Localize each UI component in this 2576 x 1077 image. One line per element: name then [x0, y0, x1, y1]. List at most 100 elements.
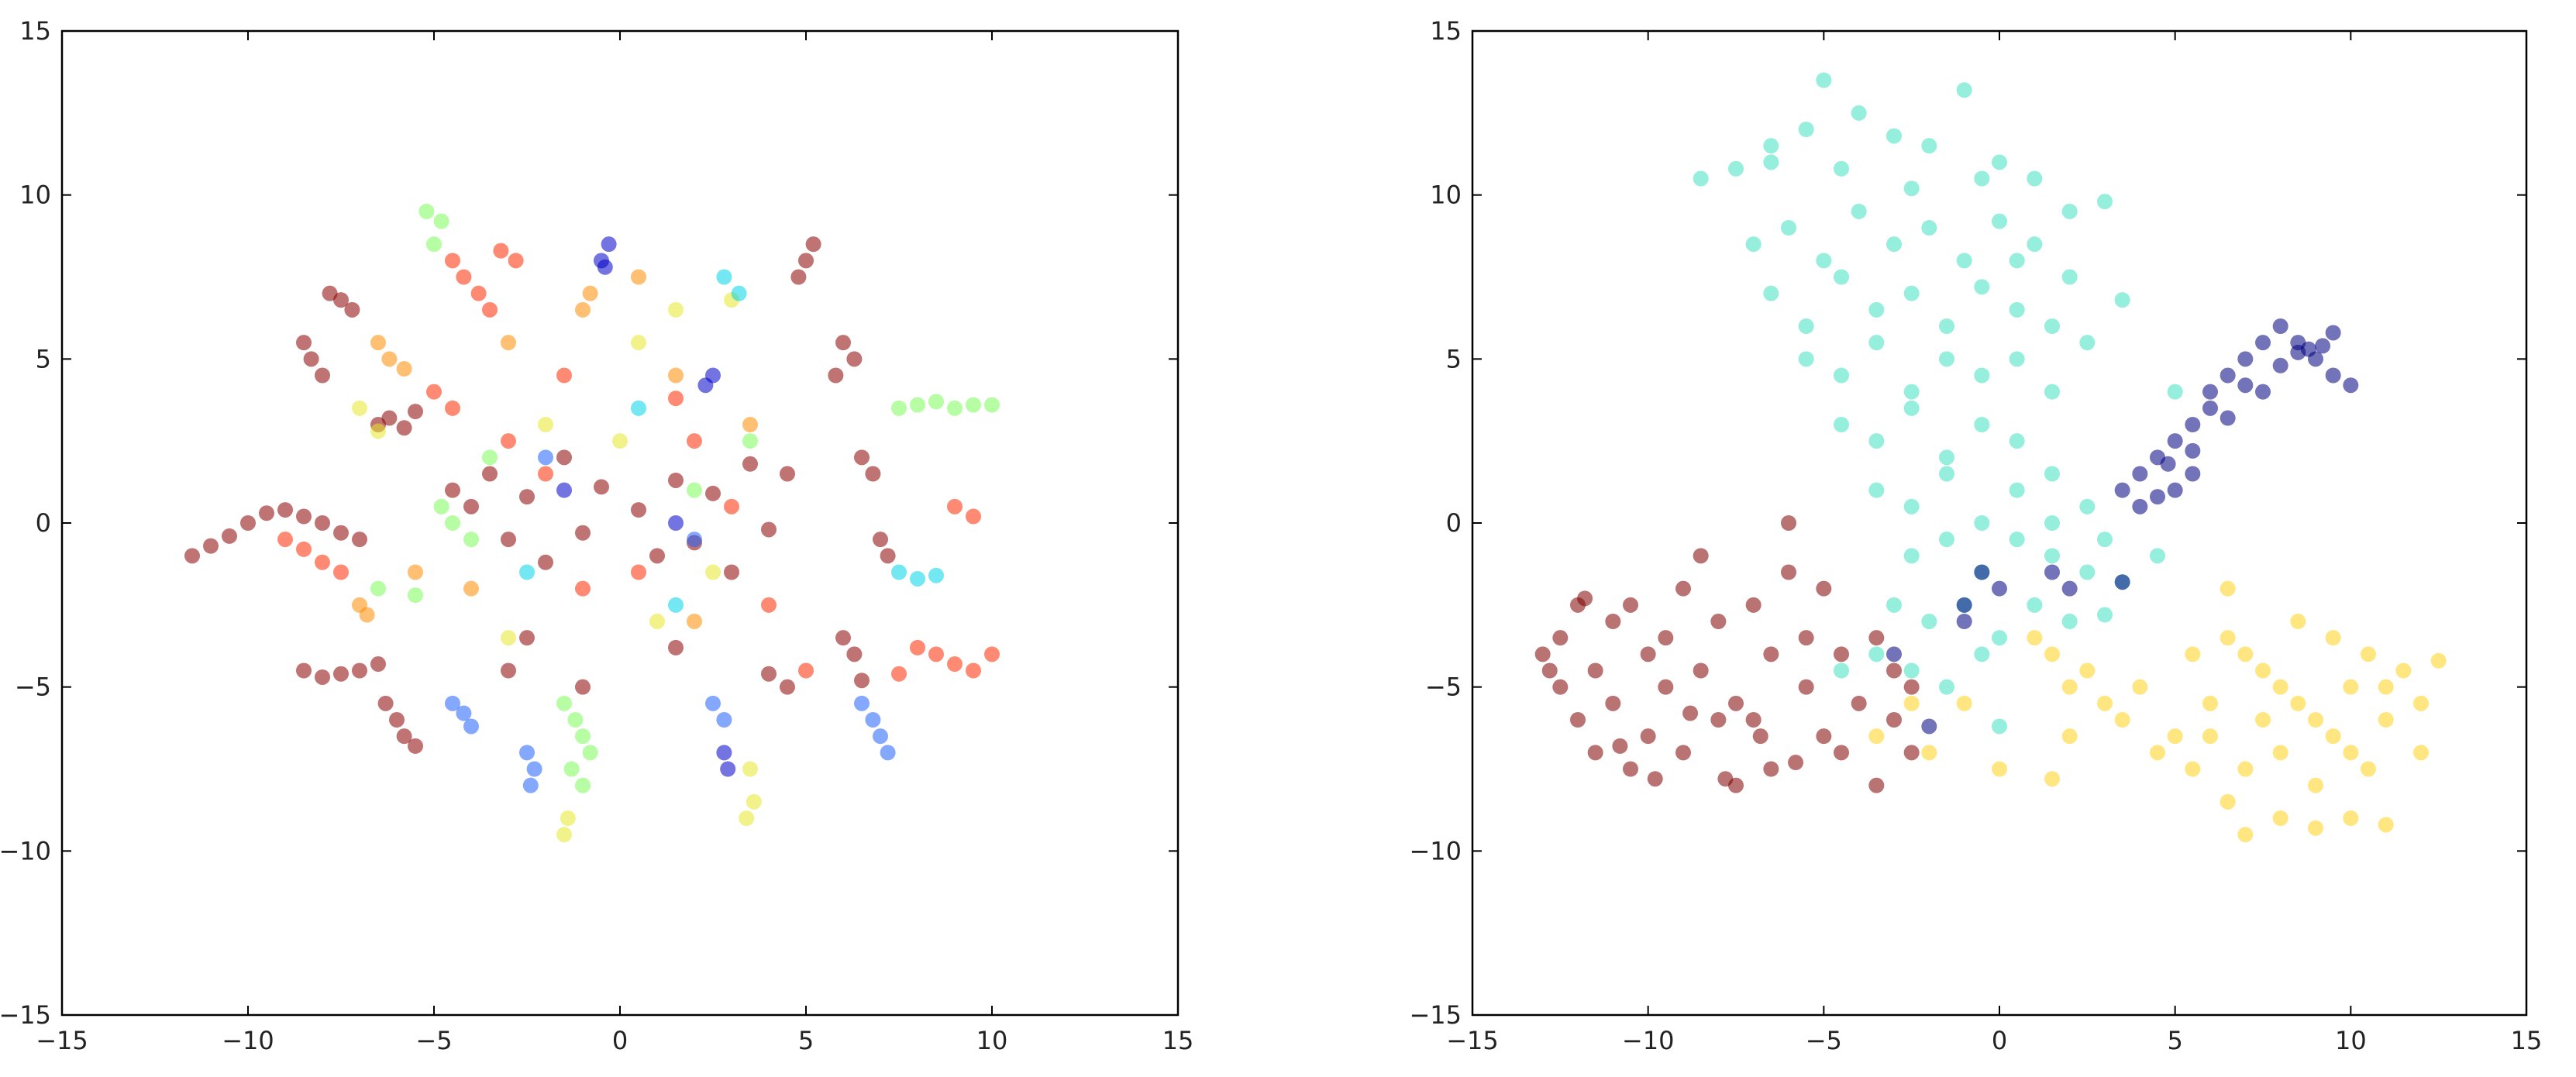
scatter-point	[1903, 384, 1920, 400]
scatter-point	[344, 301, 360, 318]
scatter-point	[2185, 466, 2201, 482]
scatter-point	[2378, 817, 2394, 833]
scatter-point	[1868, 433, 1885, 449]
scatter-point	[1623, 761, 1638, 777]
x-tick-label: −5	[415, 1026, 452, 1055]
scatter-point	[854, 695, 870, 711]
scatter-point	[928, 394, 944, 410]
y-tick-label: 0	[36, 508, 51, 538]
scatter-point	[508, 253, 524, 269]
scatter-point	[1903, 662, 1920, 679]
scatter-point	[526, 761, 542, 777]
scatter-point	[835, 335, 851, 351]
scatter-point	[1868, 482, 1885, 498]
scatter-point	[2361, 646, 2376, 662]
scatter-point	[1956, 253, 1972, 269]
scatter-point	[203, 538, 219, 554]
scatter-point	[259, 505, 274, 521]
scatter-point	[1974, 564, 1990, 580]
scatter-point	[2237, 761, 2254, 777]
scatter-point	[418, 203, 435, 219]
scatter-point	[2114, 482, 2130, 498]
scatter-point	[445, 482, 460, 498]
scatter-point	[2044, 646, 2060, 662]
x-tick-label: 15	[1162, 1026, 1194, 1055]
scatter-point	[1798, 351, 1814, 367]
scatter-point	[381, 410, 398, 426]
scatter-point	[556, 827, 572, 843]
scatter-series	[1868, 580, 2447, 843]
plot-area	[60, 29, 1180, 1017]
y-tick-label: 10	[1430, 181, 1462, 210]
left-scatter-plot: −15 −10 −5 0 5 10 15 15 10 5 0 −5 −10 −15	[0, 16, 1193, 1055]
scatter-point	[1541, 662, 1558, 679]
scatter-point	[2272, 357, 2288, 373]
scatter-point	[1763, 138, 1779, 154]
scatter-point	[582, 285, 598, 301]
scatter-point	[1710, 614, 1727, 629]
scatter-point	[780, 466, 795, 482]
scatter-point	[1851, 695, 1867, 711]
scatter-point	[296, 335, 312, 351]
scatter-point	[519, 630, 535, 646]
x-tick-label: 0	[612, 1026, 628, 1055]
scatter-point	[445, 253, 460, 269]
scatter-point	[1816, 72, 1832, 88]
scatter-point	[2167, 482, 2183, 498]
scatter-point	[2150, 745, 2165, 761]
scatter-point	[910, 570, 925, 587]
scatter-point	[612, 433, 628, 449]
scatter-point	[1903, 548, 1920, 564]
scatter-point	[2097, 194, 2113, 210]
scatter-point	[2079, 335, 2096, 351]
scatter-point	[947, 656, 963, 673]
scatter-point	[396, 420, 412, 436]
scatter-point	[1903, 400, 1920, 416]
scatter-point	[370, 335, 386, 351]
scatter-point	[240, 515, 256, 531]
scatter-point	[1552, 679, 1569, 695]
scatter-point	[687, 614, 702, 629]
scatter-point	[222, 528, 237, 544]
scatter-point	[1834, 417, 1849, 432]
scatter-point	[277, 502, 293, 518]
scatter-point	[597, 259, 613, 275]
scatter-point	[1658, 630, 1674, 646]
scatter-point	[2272, 810, 2288, 826]
scatter-point	[522, 777, 539, 793]
scatter-point	[408, 564, 423, 580]
scatter-point	[2061, 614, 2078, 629]
scatter-series	[1534, 515, 1920, 793]
scatter-point	[1834, 269, 1849, 285]
scatter-point	[2255, 335, 2271, 351]
scatter-point	[687, 532, 702, 548]
scatter-point	[1974, 279, 1990, 295]
scatter-point	[668, 515, 684, 531]
scatter-point	[1992, 213, 2007, 229]
scatter-point	[910, 397, 925, 413]
scatter-point	[873, 728, 888, 745]
scatter-point	[910, 639, 925, 655]
scatter-point	[2185, 761, 2201, 777]
scatter-point	[296, 541, 312, 557]
scatter-point	[1710, 712, 1727, 728]
scatter-point	[456, 269, 472, 285]
scatter-point	[1886, 712, 1902, 728]
scatter-point	[687, 433, 702, 449]
scatter-point	[470, 285, 487, 301]
scatter-point	[1868, 728, 1885, 745]
scatter-point	[2009, 301, 2025, 318]
scatter-point	[463, 532, 479, 548]
scatter-point	[1903, 679, 1920, 695]
x-tick-label: 5	[2167, 1026, 2182, 1055]
scatter-point	[1939, 466, 1954, 482]
scatter-point	[2237, 351, 2254, 367]
scatter-point	[2220, 367, 2236, 384]
scatter-point	[668, 639, 684, 655]
scatter-point	[556, 695, 572, 711]
scatter-point	[2132, 679, 2148, 695]
scatter-point	[846, 351, 863, 367]
scatter-point	[2308, 820, 2323, 836]
scatter-point	[1903, 181, 1920, 197]
